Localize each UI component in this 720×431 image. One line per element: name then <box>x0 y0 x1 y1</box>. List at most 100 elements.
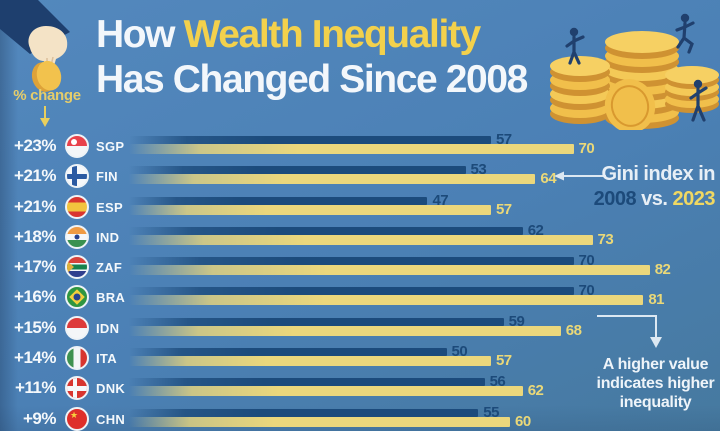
value-2023: 82 <box>654 261 671 279</box>
higher-value-line2: indicates higher <box>596 375 715 392</box>
value-2023: 64 <box>540 170 557 188</box>
person-bottom-icon <box>689 79 708 122</box>
bar-2023 <box>129 295 644 306</box>
bar-group: 70 81 <box>129 282 720 314</box>
pct-change-value: +11% <box>14 378 57 398</box>
bar-2023 <box>129 234 593 245</box>
value-2023: 57 <box>495 352 512 370</box>
bar-2008 <box>129 348 447 357</box>
bar-group: 59 68 <box>129 312 720 345</box>
elbow-down-arrow-icon <box>596 310 668 357</box>
bar-2023 <box>129 144 574 154</box>
bar-2023 <box>129 204 491 215</box>
value-2008: 70 <box>578 282 595 300</box>
title-prefix: How <box>96 13 184 56</box>
pct-change-value: +16% <box>14 287 56 307</box>
bar-group: 62 73 <box>129 221 720 254</box>
value-2023: 60 <box>515 412 531 430</box>
flag-dnk-icon <box>65 376 89 401</box>
value-2008: 56 <box>489 373 506 391</box>
bar-group: 47 57 <box>129 191 720 224</box>
chart-row: +21% ESP 47 57 <box>0 191 720 224</box>
value-2008: 59 <box>508 312 525 330</box>
flag-zaf-icon <box>65 255 89 280</box>
value-2023: 73 <box>597 230 614 248</box>
bar-2008 <box>129 166 466 175</box>
pct-change-value: +21% <box>14 166 56 186</box>
country-code: ESP <box>96 199 123 215</box>
bar-2023 <box>129 265 650 276</box>
flag-fin-icon <box>65 164 89 189</box>
flag-ind-icon <box>65 224 89 249</box>
bar-2008 <box>129 136 491 144</box>
higher-value-line1: A higher value <box>602 356 709 373</box>
left-arrow-icon <box>552 169 608 187</box>
bar-group: 57 70 <box>129 131 720 163</box>
pct-change-value: +14% <box>14 348 56 368</box>
coin-stacks-icon <box>542 0 720 133</box>
person-left-icon <box>565 27 585 65</box>
bar-2008 <box>129 226 523 235</box>
title-line2: Has Changed Since 2008 <box>96 58 528 101</box>
bar-2023 <box>129 386 523 397</box>
bar-2008 <box>129 196 428 205</box>
person-right-icon <box>675 13 695 54</box>
pct-change-value: +9% <box>23 408 57 428</box>
value-2023: 62 <box>527 382 544 400</box>
gini-legend-line1: Gini index in <box>601 163 715 185</box>
country-code: FIN <box>96 169 118 185</box>
country-code: IND <box>96 229 120 245</box>
value-2023: 70 <box>578 140 595 157</box>
legend-year-2008: 2008 <box>593 188 637 210</box>
pct-change-value: +23% <box>14 136 56 155</box>
chart-row: +14% ITA 50 57 <box>0 343 720 375</box>
chart-row: +11% DNK 56 62 <box>0 373 720 405</box>
country-code: SGP <box>96 139 125 154</box>
legend-year-2023: 2023 <box>672 188 716 210</box>
value-2008: 50 <box>451 343 468 361</box>
country-code: ITA <box>96 351 117 367</box>
value-2008: 57 <box>495 131 512 148</box>
bar-2008 <box>129 408 479 417</box>
value-2008: 62 <box>527 221 544 239</box>
value-2023: 81 <box>648 291 665 309</box>
flag-chn-icon <box>65 406 89 431</box>
flag-idn-icon <box>65 315 89 340</box>
value-2008: 47 <box>432 191 449 209</box>
bar-2023 <box>129 174 536 185</box>
legend-vs: vs. <box>636 188 673 210</box>
pct-change-axis-label: % change <box>13 87 81 104</box>
higher-value-line3: inequality <box>619 394 692 411</box>
bar-group: 70 82 <box>129 252 720 284</box>
chart-row: +15% IDN 59 68 <box>0 312 720 345</box>
value-2008: 53 <box>470 161 487 179</box>
country-code: DNK <box>96 381 126 397</box>
value-2023: 68 <box>565 321 582 339</box>
flag-sgp-icon <box>65 134 89 158</box>
title-highlight: Wealth Inequality <box>183 13 482 56</box>
chart-row: +9% CHN 55 60 <box>0 403 720 431</box>
bar-2023 <box>129 416 510 427</box>
bar-group: 53 64 <box>129 161 720 193</box>
pct-change-value: +17% <box>14 257 56 277</box>
value-2008: 55 <box>483 403 499 421</box>
bar-2023 <box>129 356 491 367</box>
value-2023: 57 <box>495 200 512 218</box>
country-code: CHN <box>96 411 126 427</box>
chart-row: +18% IND 62 73 <box>0 221 720 254</box>
gini-legend-annotation: Gini index in 2008 vs. 2023 <box>535 162 716 212</box>
value-2008: 70 <box>578 252 595 270</box>
bar-group: 56 62 <box>129 373 720 405</box>
chart-row: +23% SGP 57 70 <box>0 131 720 163</box>
pct-change-value: +15% <box>14 317 56 337</box>
bar-2008 <box>129 317 504 326</box>
down-arrow-icon <box>38 106 52 133</box>
country-code: ZAF <box>96 260 123 276</box>
chart-row: +21% FIN 53 64 <box>0 161 720 193</box>
country-code: BRA <box>96 290 126 306</box>
chart-rows: +23% SGP 57 70 +21% FIN 53 64 +21% ESP 4… <box>0 131 720 431</box>
flag-ita-icon <box>65 346 89 371</box>
pct-change-value: +18% <box>14 226 56 246</box>
country-code: IDN <box>96 320 120 336</box>
